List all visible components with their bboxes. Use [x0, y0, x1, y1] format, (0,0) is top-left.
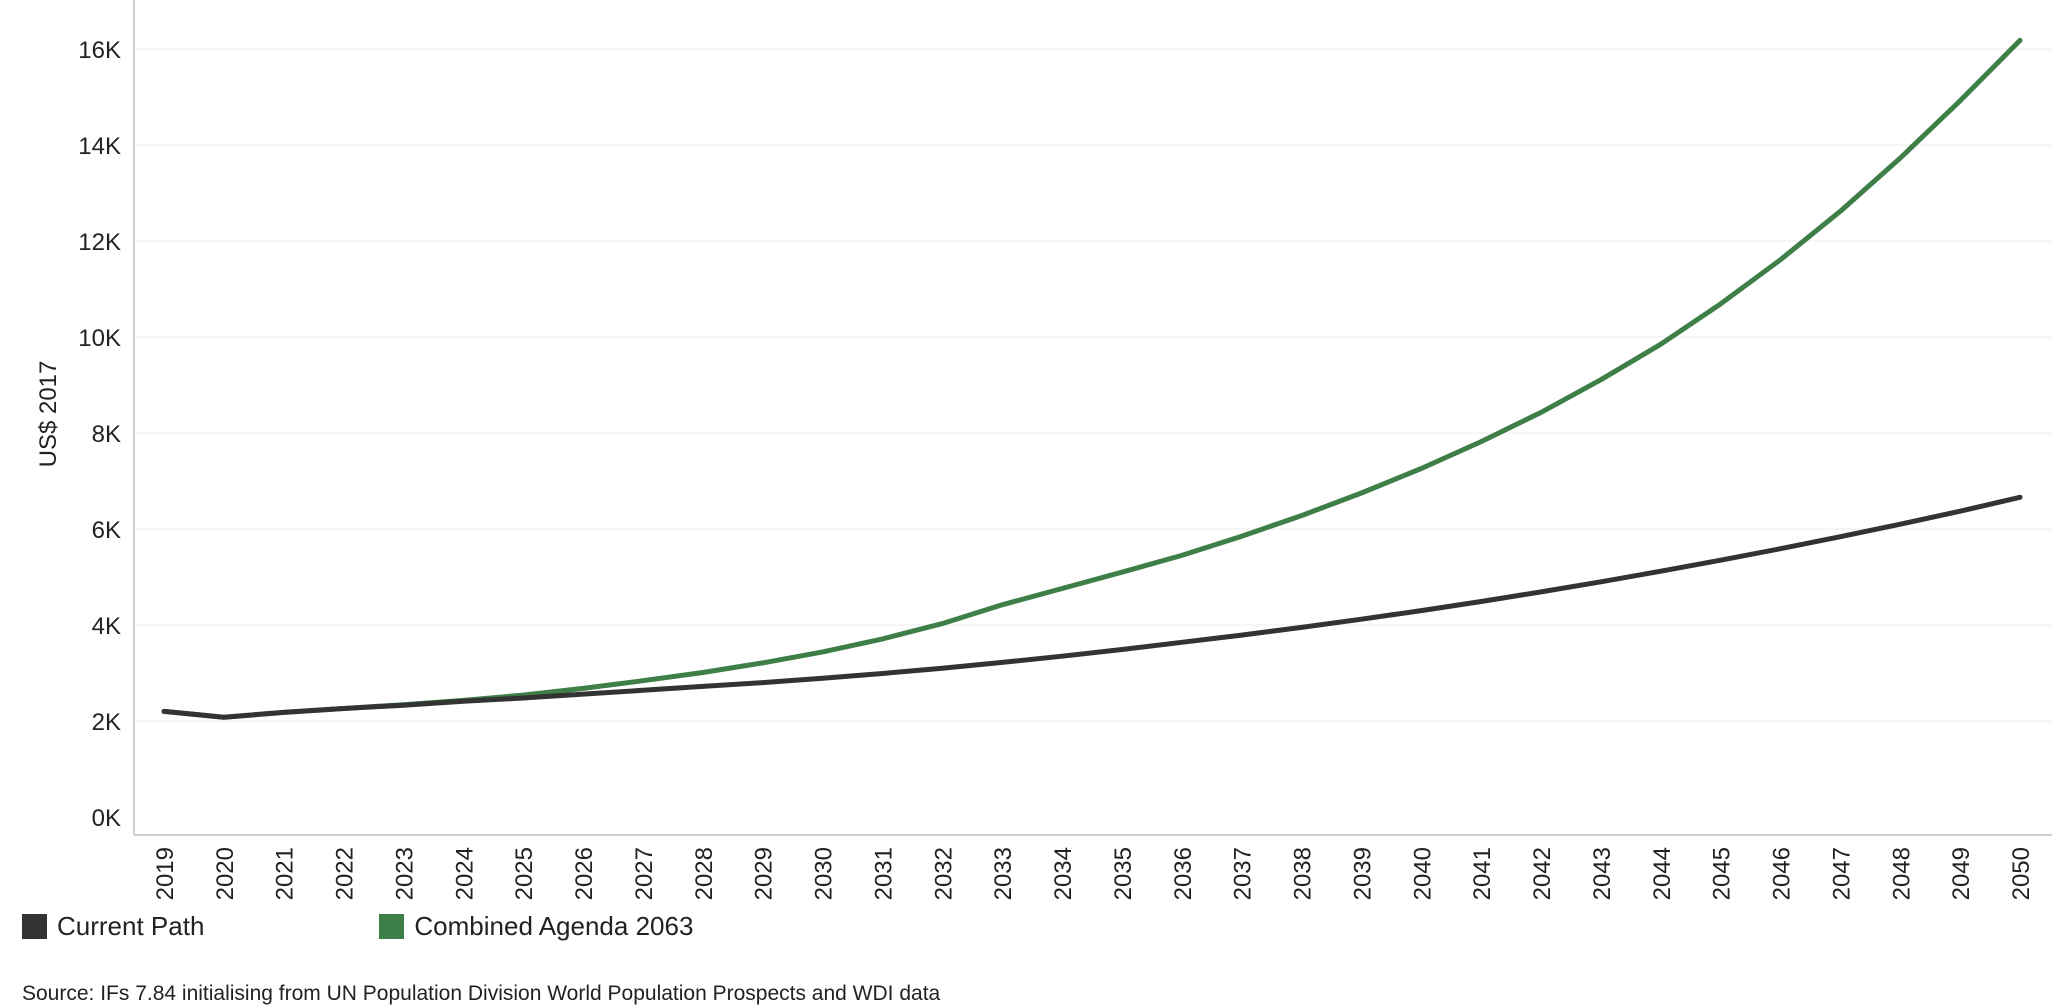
x-tick-label: 2031 [870, 847, 897, 900]
x-tick-label: 2037 [1230, 847, 1257, 900]
series-lines [161, 37, 2023, 720]
x-tick-label: 2036 [1170, 847, 1197, 900]
x-tick-label: 2048 [1888, 847, 1915, 900]
x-tick-label: 2022 [332, 847, 359, 900]
x-tick-label: 2026 [571, 847, 598, 900]
y-tick-label: 4K [92, 613, 121, 640]
x-tick-label: 2044 [1649, 847, 1676, 900]
x-tick-label: 2041 [1469, 847, 1496, 900]
x-tick-label: 2046 [1769, 847, 1796, 900]
x-tick-label: 2020 [212, 847, 239, 900]
x-tick-label: 2050 [2008, 847, 2035, 900]
legend-item-combined-agenda[interactable]: Combined Agenda 2063 [379, 911, 693, 942]
legend-label-current-path: Current Path [57, 911, 205, 941]
x-tick-label: 2043 [1589, 847, 1616, 900]
y-tick-label: 12K [78, 229, 121, 256]
x-tick-label: 2021 [272, 847, 299, 900]
legend-label-combined-agenda: Combined Agenda 2063 [414, 911, 694, 941]
legend: Current Path Combined Agenda 2063 [22, 911, 868, 942]
x-tick-label: 2033 [990, 847, 1017, 900]
y-tick-label: 10K [78, 325, 121, 352]
y-tick-label: 2K [92, 709, 121, 736]
x-tick-label: 2038 [1290, 847, 1317, 900]
y-axis-ticks: 0K 2K 4K 6K 8K 10K 12K 14K 16K [78, 37, 121, 832]
x-axis-ticks: 2019 2020 2021 2022 2023 2024 2025 2026 2027 2028… [152, 847, 2035, 900]
x-tick-label: 2040 [1409, 847, 1436, 900]
y-tick-label: 14K [78, 133, 121, 160]
legend-item-current-path[interactable]: Current Path [22, 911, 204, 942]
x-tick-label: 2045 [1709, 847, 1736, 900]
legend-swatch-current-path [22, 914, 47, 939]
x-tick-label: 2024 [451, 847, 478, 900]
x-tick-label: 2030 [811, 847, 838, 900]
y-tick-label: 8K [92, 421, 121, 448]
x-tick-label: 2032 [930, 847, 957, 900]
x-tick-label: 2027 [631, 847, 658, 900]
x-tick-label: 2039 [1349, 847, 1376, 900]
x-tick-label: 2034 [1050, 847, 1077, 900]
x-tick-label: 2025 [511, 847, 538, 900]
series-line-current-path [161, 494, 2023, 720]
x-tick-label: 2019 [152, 847, 179, 900]
y-tick-label: 16K [78, 37, 121, 64]
series-line-combined-agenda-2063 [161, 37, 2023, 720]
x-tick-label: 2029 [751, 847, 778, 900]
x-tick-label: 2049 [1948, 847, 1975, 900]
y-axis-label: US$ 2017 [35, 361, 62, 468]
source-note: Source: IFs 7.84 initialising from UN Po… [22, 982, 941, 1005]
x-tick-label: 2042 [1529, 847, 1556, 900]
legend-swatch-combined-agenda [379, 914, 405, 939]
x-tick-label: 2023 [391, 847, 418, 900]
line-chart: 0K 2K 4K 6K 8K 10K 12K 14K 16K US$ 2017 2019 2020… [35, 0, 2052, 900]
gridlines [134, 48, 2052, 722]
x-tick-label: 2035 [1110, 847, 1137, 900]
x-tick-label: 2028 [691, 847, 718, 900]
y-tick-label: 6K [92, 517, 121, 544]
x-tick-label: 2047 [1828, 847, 1855, 900]
y-tick-label: 0K [92, 805, 121, 832]
